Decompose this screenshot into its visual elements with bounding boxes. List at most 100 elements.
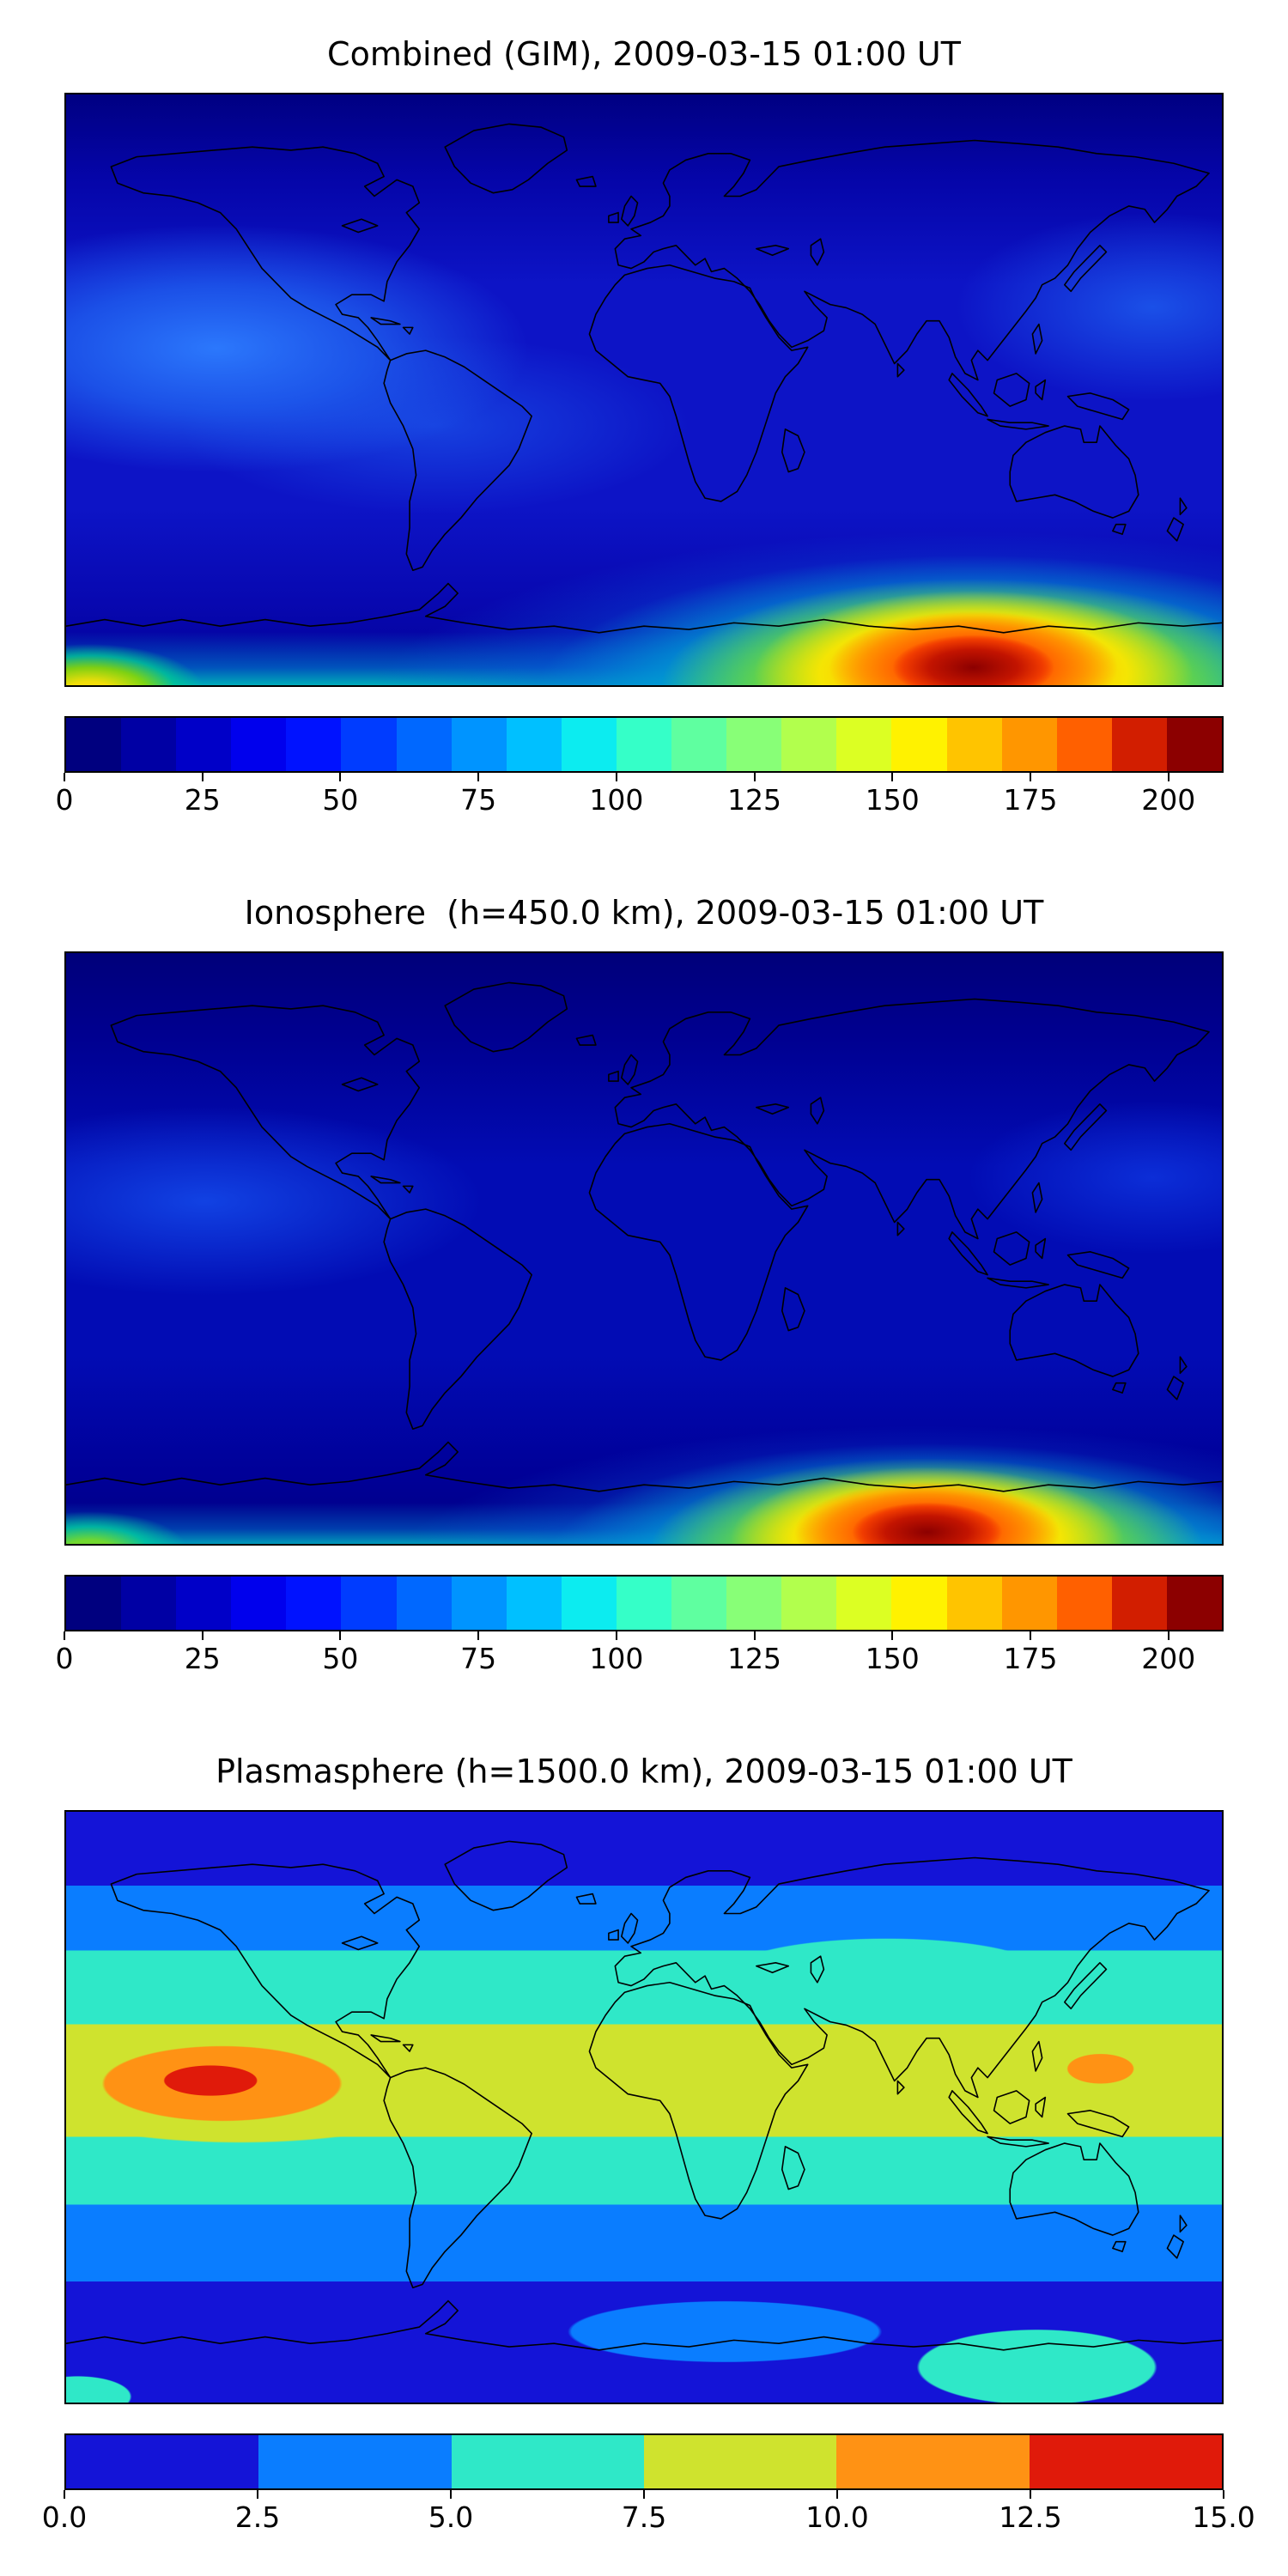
- colorbar-segment: [396, 717, 452, 771]
- colorbar-segment: [616, 717, 672, 771]
- colorbar-tick-label: 25: [184, 782, 221, 817]
- colorbar-tick-mark: [836, 2489, 838, 2499]
- tec-field-ionosphere: [66, 952, 1222, 1544]
- colorbar-segment: [1111, 1576, 1167, 1630]
- colorbar-segment: [836, 717, 892, 771]
- panel-combined: Combined (GIM), 2009-03-15 01:00 UT 0 25 5…: [0, 0, 1288, 859]
- colorbar-tick-mark: [201, 772, 204, 781]
- colorbar-segment: [836, 1576, 892, 1630]
- colorbar-segment: [176, 1576, 232, 1630]
- colorbar-segment: [341, 1576, 397, 1630]
- tec-field-combined: [66, 94, 1222, 685]
- colorbar-tick-mark: [1223, 2489, 1224, 2499]
- colorbar-segment: [561, 717, 617, 771]
- panel-ionosphere: Ionosphere (h=450.0 km), 2009-03-15 01:0…: [0, 859, 1288, 1717]
- colorbar-tick-mark: [477, 772, 480, 781]
- colorbar-segment: [561, 1576, 617, 1630]
- colorbar-tick-mark: [1167, 772, 1170, 781]
- map-combined: [64, 92, 1224, 687]
- panel-title-plasmasphere: Plasmasphere (h=1500.0 km), 2009-03-15 0…: [216, 1753, 1072, 1790]
- colorbar-ionosphere: 0 25 50 75 100 125 150 175 200: [56, 1574, 1224, 1681]
- colorbar-segment: [506, 1576, 562, 1630]
- colorbar-tick-label: 0: [55, 1641, 74, 1675]
- colorbar-segment: [671, 1576, 727, 1630]
- colorbar-tick-mark: [339, 1631, 342, 1640]
- colorbar-segment: [946, 717, 1002, 771]
- colorbar-tick-mark: [1167, 1631, 1170, 1640]
- colorbar-tick-mark: [257, 2489, 258, 2499]
- colorbar-segment: [396, 1576, 452, 1630]
- panel-title-ionosphere: Ionosphere (h=450.0 km), 2009-03-15 01:0…: [244, 894, 1044, 932]
- colorbar-tick-label: 0: [55, 782, 74, 817]
- colorbar-plasmasphere: 0.0 2.5 5.0 7.5 10.0 12.5 15.0: [42, 2433, 1255, 2540]
- colorbar-tick-mark: [891, 772, 894, 781]
- colorbar-tick-label: 175: [1003, 1641, 1058, 1675]
- colorbar-tick-label: 200: [1141, 782, 1196, 817]
- colorbar-segment: [66, 1576, 122, 1630]
- colorbar-tick-mark: [64, 2489, 65, 2499]
- colorbar-segment: [1029, 2434, 1222, 2488]
- colorbar-tick-label: 25: [184, 1641, 221, 1675]
- colorbar-tick-label: 200: [1141, 1641, 1196, 1675]
- colorbar-segment: [643, 2434, 837, 2488]
- colorbar-tick-mark: [643, 2489, 645, 2499]
- colorbar-tick-label: 0.0: [41, 2500, 88, 2534]
- colorbar-segment: [286, 717, 342, 771]
- colorbar-gradient-ionosphere: [64, 1574, 1224, 1631]
- colorbar-segment: [1001, 717, 1057, 771]
- colorbar-tick-mark: [891, 1631, 894, 1640]
- colorbar-tick-label: 100: [589, 1641, 644, 1675]
- colorbar-segment: [726, 717, 782, 771]
- colorbar-segment: [781, 1576, 837, 1630]
- colorbar-tick-mark: [64, 772, 65, 781]
- colorbar-segment: [671, 717, 727, 771]
- colorbar-segment: [1056, 717, 1112, 771]
- colorbar-segment: [451, 1576, 507, 1630]
- colorbar-segment: [66, 2434, 259, 2488]
- colorbar-tick-label: 150: [865, 1641, 920, 1675]
- colorbar-segment: [121, 717, 177, 771]
- panel-plasmasphere: Plasmasphere (h=1500.0 km), 2009-03-15 0…: [0, 1717, 1288, 2576]
- colorbar-tick-mark: [1030, 772, 1031, 781]
- panel-title-combined: Combined (GIM), 2009-03-15 01:00 UT: [327, 35, 961, 73]
- map-ionosphere: [64, 951, 1224, 1546]
- colorbar-segment: [1166, 717, 1222, 771]
- colorbar-segment: [891, 1576, 947, 1630]
- colorbar-tick-labels-plasmasphere: 0.0 2.5 5.0 7.5 10.0 12.5 15.0: [42, 2500, 1255, 2540]
- colorbar-segment: [1111, 717, 1167, 771]
- colorbar-gradient-combined: [64, 715, 1224, 773]
- colorbar-tick-label: 7.5: [621, 2500, 667, 2534]
- colorbar-segment: [121, 1576, 177, 1630]
- colorbar-segment: [506, 717, 562, 771]
- colorbar-tick-label: 75: [460, 1641, 497, 1675]
- colorbar-segment: [726, 1576, 782, 1630]
- colorbar-segment: [781, 717, 837, 771]
- colorbar-segment: [66, 717, 122, 771]
- colorbar-tick-labels-combined: 0 25 50 75 100 125 150 175 200: [56, 782, 1224, 823]
- colorbar-segment: [231, 1576, 287, 1630]
- colorbar-tick-label: 15.0: [1192, 2500, 1255, 2534]
- colorbar-tick-mark: [1030, 2489, 1031, 2499]
- colorbar-tick-label: 125: [727, 1641, 782, 1675]
- colorbar-segment: [891, 717, 947, 771]
- colorbar-tick-label: 50: [322, 1641, 359, 1675]
- colorbar-gradient-plasmasphere: [64, 2433, 1224, 2490]
- colorbar-tick-mark: [450, 2489, 452, 2499]
- colorbar-tick-label: 10.0: [805, 2500, 869, 2534]
- colorbar-tick-label: 75: [460, 782, 497, 817]
- colorbar-tick-label: 175: [1003, 782, 1058, 817]
- colorbar-segment: [451, 717, 507, 771]
- colorbar-segment: [451, 2434, 644, 2488]
- colorbar-tick-mark: [339, 772, 342, 781]
- colorbar-segment: [258, 2434, 452, 2488]
- colorbar-segment: [341, 717, 397, 771]
- colorbar-tick-label: 12.5: [999, 2500, 1062, 2534]
- colorbar-tick-label: 100: [589, 782, 644, 817]
- colorbar-tick-label: 125: [727, 782, 782, 817]
- colorbar-tick-mark: [615, 1631, 617, 1640]
- colorbar-tick-label: 2.5: [234, 2500, 281, 2534]
- colorbar-tick-mark: [753, 772, 756, 781]
- colorbar-tick-mark: [615, 772, 617, 781]
- colorbar-tick-mark: [201, 1631, 204, 1640]
